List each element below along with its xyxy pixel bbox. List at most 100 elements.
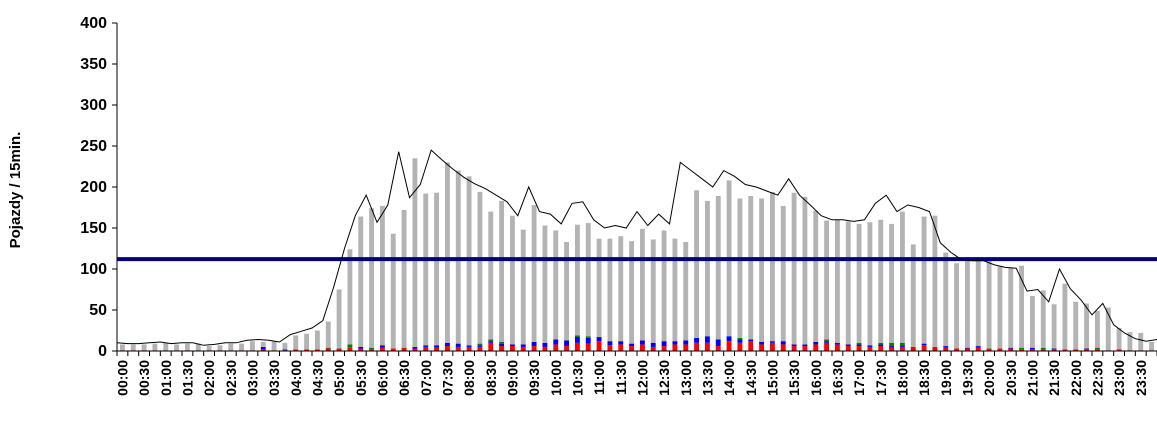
bar-segment (726, 341, 732, 351)
bar-segment (369, 208, 375, 348)
bar-segment (834, 342, 840, 345)
bar-segment (715, 346, 721, 351)
bar-segment (260, 346, 266, 350)
bar-segment (358, 348, 364, 351)
bar-segment (455, 170, 461, 344)
bar-segment (704, 342, 710, 351)
bar-segment (954, 348, 960, 351)
bar-segment (759, 344, 765, 351)
bar-segment (314, 330, 320, 350)
bar-segment (531, 346, 537, 351)
bar-segment (379, 347, 385, 351)
bar-segment (477, 345, 483, 347)
bar-segment (369, 349, 375, 351)
x-tick-label: 09:00 (504, 360, 520, 396)
bar-segment (824, 220, 830, 340)
bar-segment (1008, 268, 1014, 348)
bar-segment (455, 343, 461, 347)
bar-segment (780, 205, 786, 342)
bar-segment (867, 222, 873, 346)
bar-segment (824, 342, 830, 351)
bar-segment (1084, 348, 1090, 350)
bar-segment (769, 342, 775, 351)
bar-segment (748, 341, 754, 351)
bar-segment (845, 221, 851, 345)
bar-segment (694, 337, 700, 343)
bar-segment (369, 347, 375, 350)
y-tick-label: 200 (80, 179, 107, 196)
bar-segment (553, 230, 559, 340)
bar-segment (661, 230, 667, 342)
bar-segment (737, 337, 743, 340)
bar-segment (509, 344, 515, 347)
x-tick-label: 01:30 (179, 360, 195, 396)
bar-segment (964, 348, 970, 351)
bar-segment (813, 210, 819, 342)
bar-segment (1062, 283, 1068, 350)
bar-segment (130, 344, 136, 351)
bar-segment (390, 233, 396, 349)
bar-segment (260, 349, 266, 351)
bar-segment (282, 342, 288, 350)
bar-segment (780, 341, 786, 345)
bar-segment (434, 192, 440, 346)
total-line (116, 149, 1157, 346)
bar-segment (239, 343, 245, 351)
x-tick-label: 20:00 (981, 360, 997, 396)
bar-segment (1084, 303, 1090, 349)
x-tick-label: 16:30 (829, 360, 845, 396)
bar-segment (347, 249, 353, 345)
bar-segment (564, 346, 570, 351)
bar-segment (184, 343, 190, 351)
bar-segment (195, 343, 201, 351)
bar-segment (921, 216, 927, 344)
bar-segment (401, 347, 407, 351)
x-tick-label: 10:30 (569, 360, 585, 396)
x-tick-label: 06:30 (396, 360, 412, 396)
bar-segment (1029, 296, 1035, 348)
bar-layer (119, 158, 1155, 351)
bar-segment (596, 238, 602, 338)
bar-segment (878, 219, 884, 343)
bar-segment (1138, 332, 1144, 351)
bar-segment (802, 346, 808, 351)
bar-segment (347, 344, 353, 348)
x-tick-label: 13:00 (678, 360, 694, 396)
bar-segment (759, 341, 765, 345)
bar-segment (531, 205, 537, 342)
bar-segment (639, 340, 645, 345)
bar-segment (141, 344, 147, 351)
bar-segment (975, 258, 981, 347)
x-tick-label: 05:00 (331, 360, 347, 396)
x-tick-label: 11:00 (591, 360, 607, 395)
bar-segment (650, 346, 656, 351)
y-axis: 0 50 100 150 200 250 300 350 400 (80, 15, 118, 360)
bar-segment (780, 344, 786, 351)
bar-segment (574, 342, 580, 351)
bar-segment (412, 158, 418, 347)
bar-segment (455, 346, 461, 351)
bar-segment (791, 344, 797, 347)
bar-segment (271, 341, 277, 351)
bar-segment (412, 348, 418, 351)
bar-segment (1116, 349, 1122, 351)
bar-segment (444, 342, 450, 347)
bar-segment (488, 342, 494, 351)
bar-segment (379, 205, 385, 346)
y-tick-label: 150 (80, 220, 107, 237)
bar-segment (639, 344, 645, 351)
bar-segment (574, 224, 580, 336)
bar-segment (964, 259, 970, 348)
bar-segment (347, 347, 353, 351)
bar-segment (325, 347, 331, 349)
y-tick-label: 50 (89, 302, 107, 319)
bar-segment (423, 345, 429, 347)
bar-segment (1084, 349, 1090, 351)
y-tick-label: 350 (80, 56, 107, 73)
y-tick-label: 300 (80, 97, 107, 114)
bar-segment (932, 346, 938, 351)
bar-segment (629, 346, 635, 351)
bar-segment (910, 244, 916, 347)
bar-segment (899, 346, 905, 351)
x-tick-label: 00:00 (114, 360, 130, 396)
